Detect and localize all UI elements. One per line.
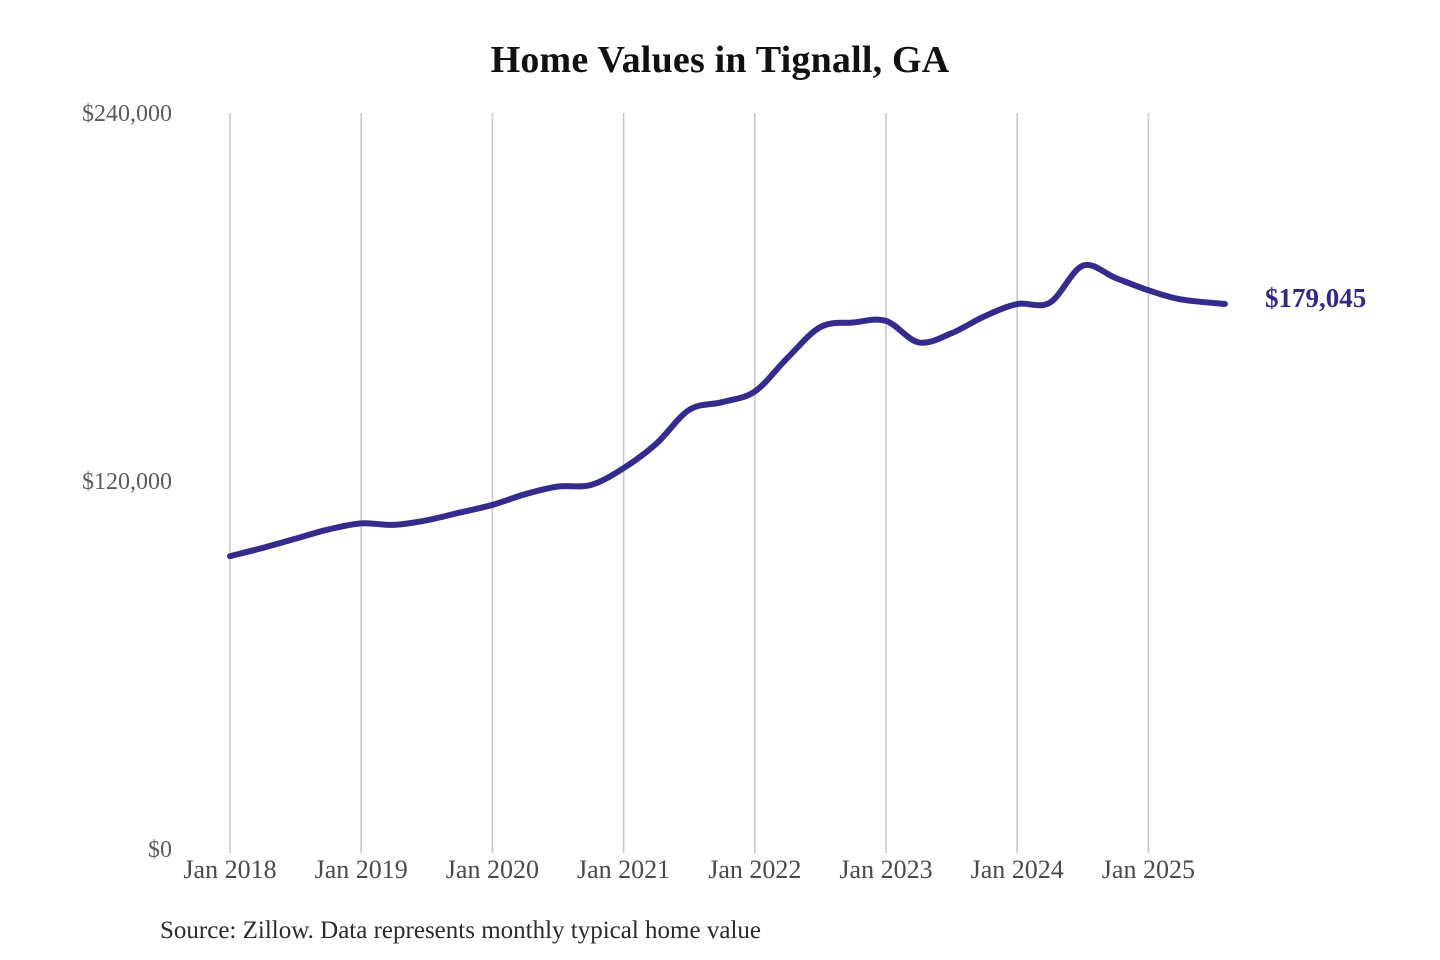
end-value-annotation: $179,045	[1265, 283, 1367, 313]
x-tick-label: Jan 2025	[1101, 855, 1195, 884]
y-tick-label: $240,000	[82, 101, 172, 127]
y-tick-label: $0	[148, 837, 172, 863]
x-tick-label: Jan 2023	[839, 855, 933, 884]
x-tick-label: Jan 2018	[183, 855, 277, 884]
source-note: Source: Zillow. Data represents monthly …	[160, 917, 761, 944]
value-line-series	[227, 261, 1228, 560]
x-tick-label: Jan 2021	[577, 855, 671, 884]
vertical-gridlines	[229, 113, 1150, 853]
x-tick-label: Jan 2022	[708, 855, 802, 884]
x-tick-label: Jan 2019	[314, 855, 408, 884]
y-tick-label: $120,000	[82, 469, 172, 495]
page-title: Home Values in Tignall, GA	[490, 39, 950, 81]
x-tick-label: Jan 2020	[445, 855, 539, 884]
x-tick-label: Jan 2024	[970, 855, 1064, 884]
